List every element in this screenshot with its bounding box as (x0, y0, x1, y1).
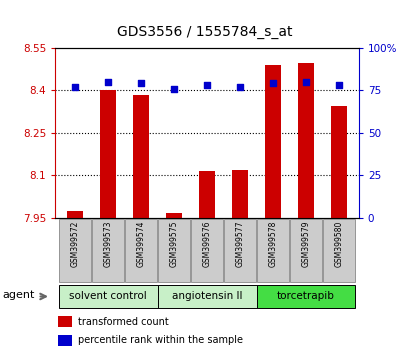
Point (105, 79, 111, 85)
Bar (133, 95, 149, 218)
Text: GDS3556 / 1555784_s_at: GDS3556 / 1555784_s_at (117, 25, 292, 39)
FancyBboxPatch shape (256, 219, 289, 282)
Point (302, 79, 308, 85)
FancyBboxPatch shape (190, 219, 223, 282)
FancyBboxPatch shape (58, 219, 91, 282)
FancyBboxPatch shape (322, 219, 355, 282)
Bar (297, 63, 313, 218)
Point (236, 84, 243, 90)
FancyBboxPatch shape (58, 285, 157, 308)
Point (269, 81, 276, 86)
Bar (165, 213, 182, 218)
FancyBboxPatch shape (92, 219, 124, 282)
Text: transformed count: transformed count (78, 317, 169, 327)
Text: GSM399577: GSM399577 (235, 221, 244, 268)
Text: GSM399572: GSM399572 (70, 221, 79, 267)
Point (335, 82, 342, 88)
Bar (67, 211, 83, 218)
Bar (330, 106, 346, 218)
Text: solvent control: solvent control (69, 291, 147, 302)
Bar (231, 170, 248, 218)
Text: percentile rank within the sample: percentile rank within the sample (78, 335, 243, 345)
Text: GSM399579: GSM399579 (301, 221, 310, 268)
Text: GSM399576: GSM399576 (202, 221, 211, 268)
Text: torcetrapib: torcetrapib (276, 291, 334, 302)
FancyBboxPatch shape (157, 219, 190, 282)
FancyBboxPatch shape (223, 219, 256, 282)
Text: angiotensin II: angiotensin II (171, 291, 242, 302)
Bar (100, 90, 116, 218)
Bar (264, 65, 281, 218)
Bar (198, 171, 215, 218)
FancyBboxPatch shape (124, 219, 157, 282)
Text: GSM399580: GSM399580 (334, 221, 343, 267)
Text: GSM399574: GSM399574 (136, 221, 145, 268)
Text: GSM399578: GSM399578 (268, 221, 277, 267)
Point (171, 86, 177, 91)
Point (72, 84, 78, 90)
Text: agent: agent (3, 290, 35, 300)
Point (203, 82, 210, 88)
FancyBboxPatch shape (289, 219, 321, 282)
Text: GSM399575: GSM399575 (169, 221, 178, 268)
Point (137, 81, 144, 86)
Text: GSM399573: GSM399573 (103, 221, 112, 268)
Bar (58, 335, 72, 346)
FancyBboxPatch shape (256, 285, 355, 308)
Bar (58, 316, 72, 327)
FancyBboxPatch shape (157, 285, 256, 308)
